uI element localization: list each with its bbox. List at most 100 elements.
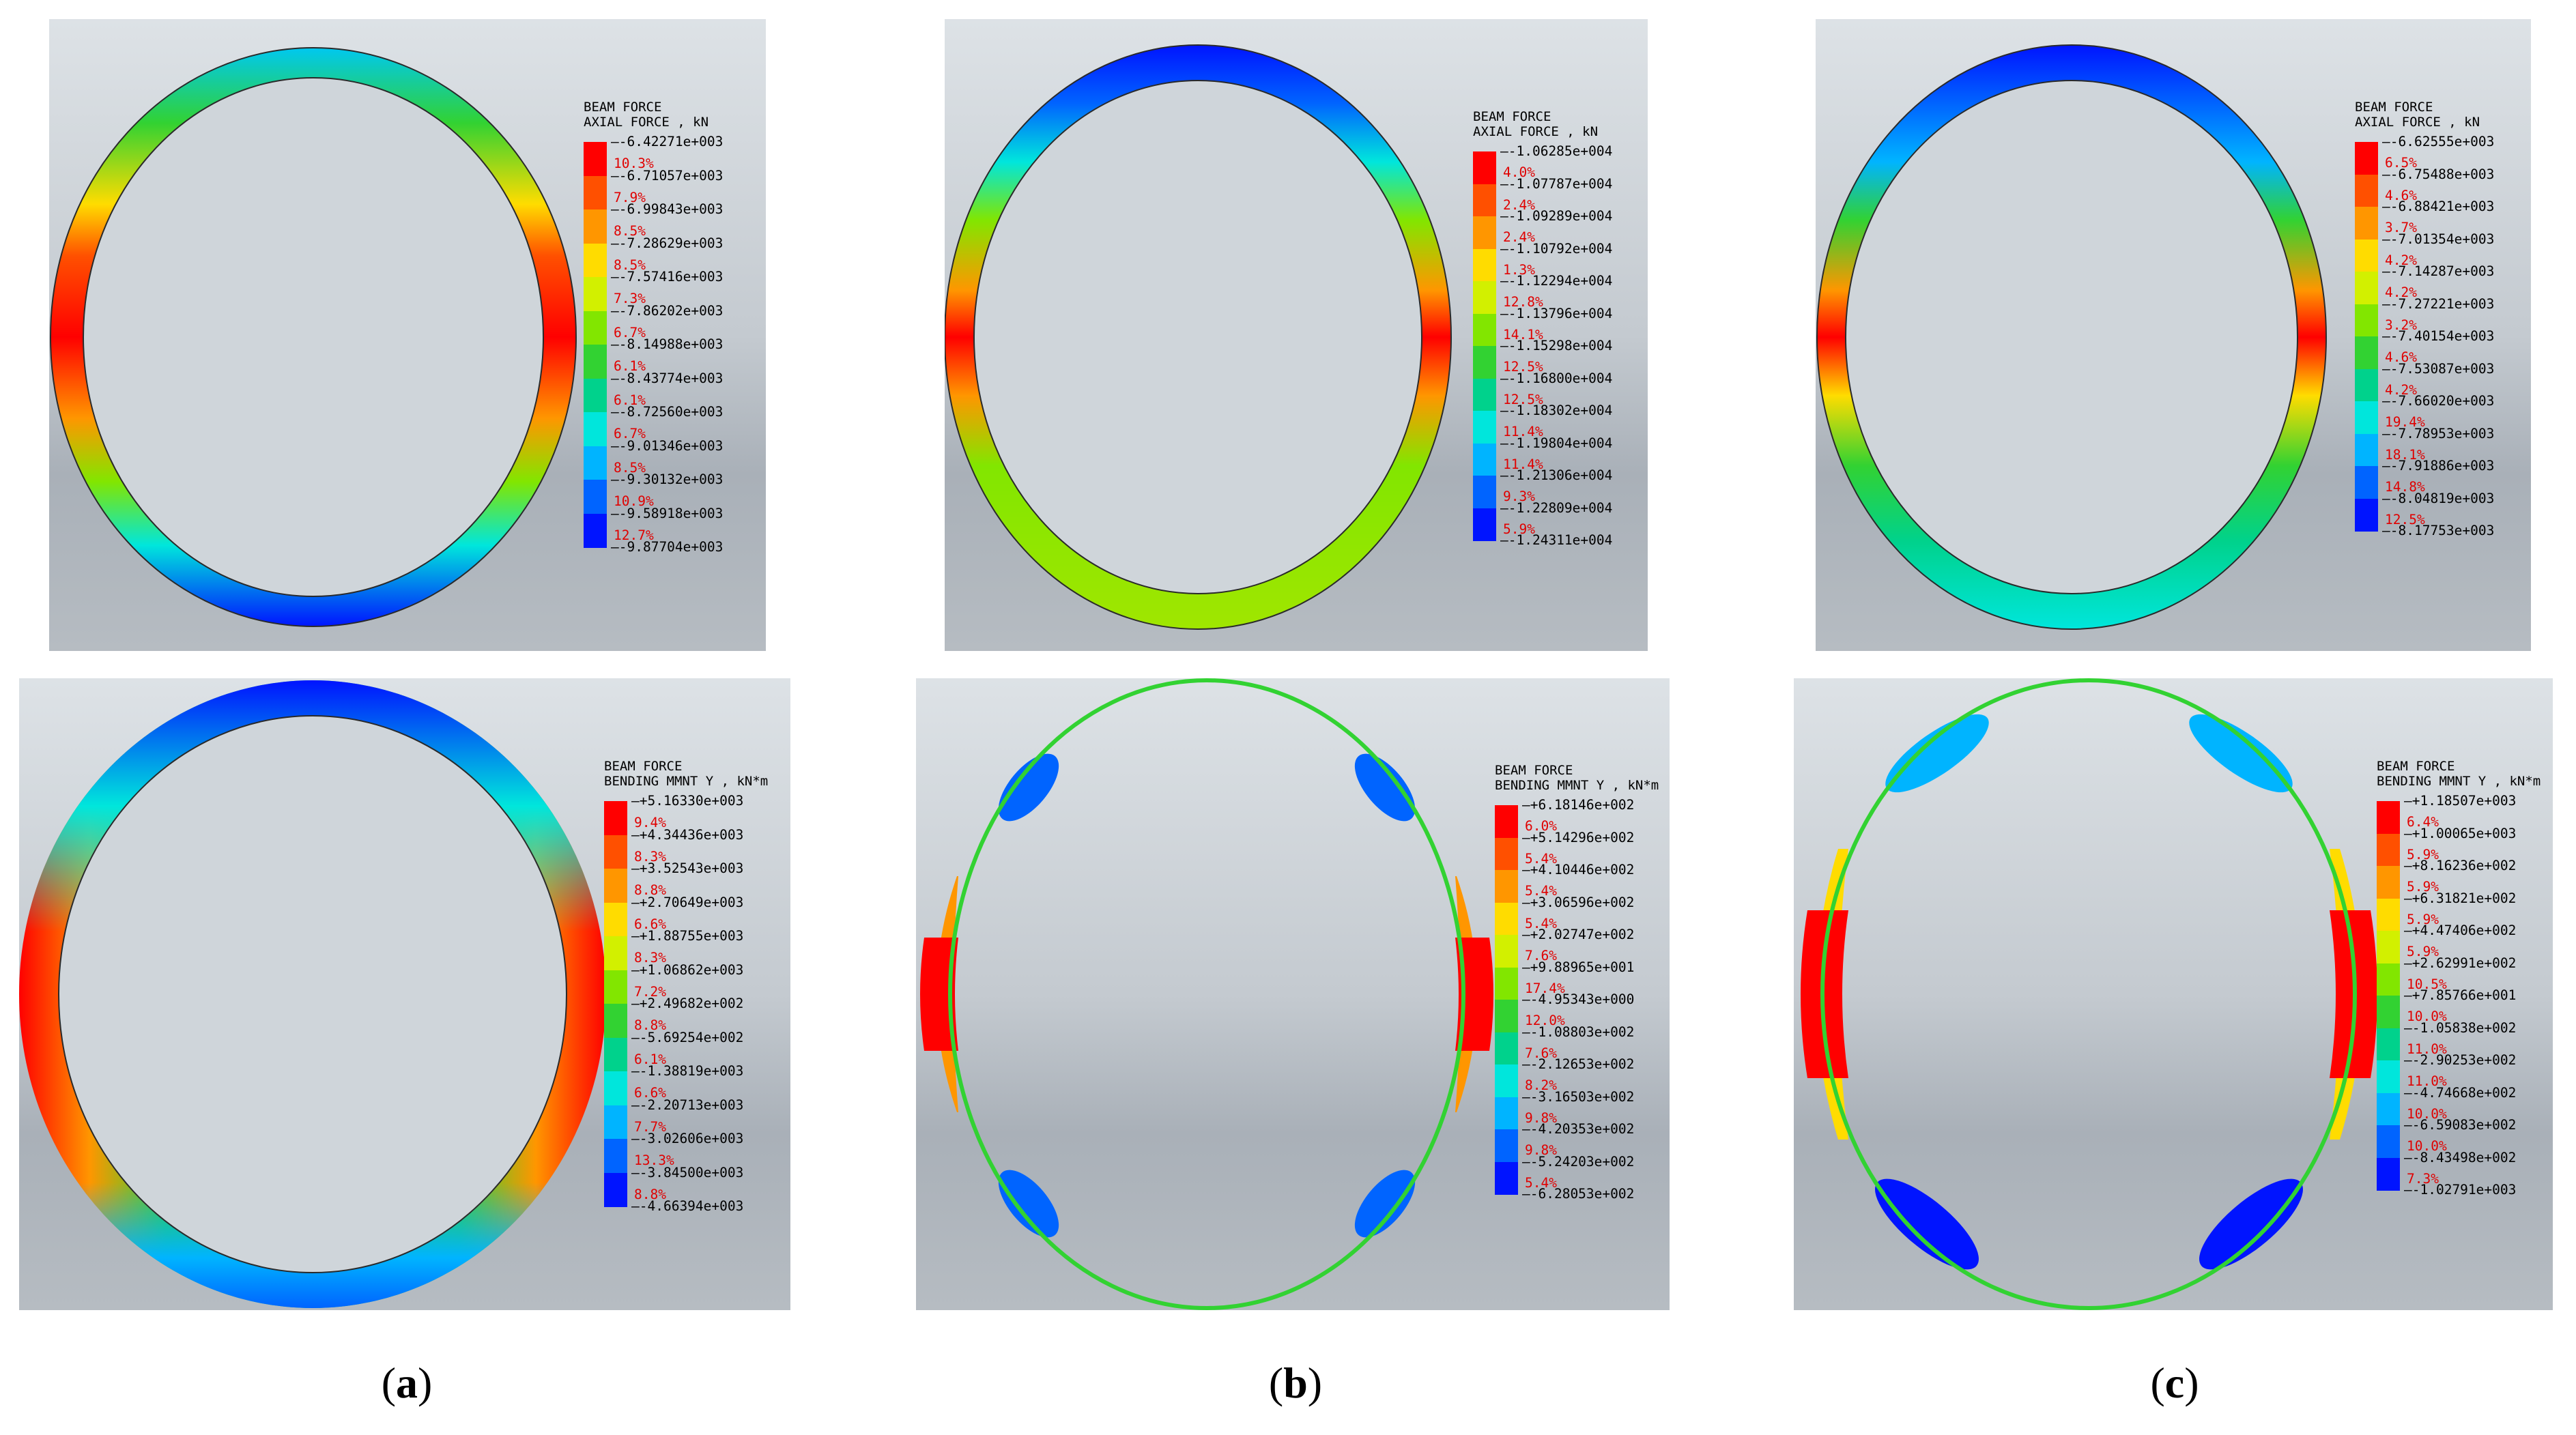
legend-percentage: 6.7% xyxy=(614,324,646,340)
legend-percentage: 5.4% xyxy=(1525,850,1557,867)
legend-tick-label: —+5.16330e+003 xyxy=(631,793,744,809)
legend-percentage: 6.0% xyxy=(1525,818,1557,835)
legend-tick-label: —-4.95343e+000 xyxy=(1522,991,1635,1007)
legend-percentage: 4.2% xyxy=(2385,381,2417,398)
legend-percentage: 6.6% xyxy=(634,916,666,932)
legend-color-band xyxy=(2377,963,2400,996)
legend-percentage: 2.4% xyxy=(1503,229,1535,246)
legend-tick-label: —-2.20713e+003 xyxy=(631,1097,744,1113)
legend-tick-label: —-6.59083e+002 xyxy=(2404,1117,2517,1133)
legend-color-band xyxy=(1495,1064,1518,1097)
legend-color-band xyxy=(1473,378,1496,411)
legend-title-line1: BEAM FORCE xyxy=(604,759,683,774)
legend-color-band xyxy=(584,412,607,446)
legend-color-band xyxy=(584,446,607,480)
lining-ring-axial-b xyxy=(945,44,1452,630)
legend-tick-label: —-1.22809e+004 xyxy=(1500,499,1613,516)
legend-color-band xyxy=(2377,931,2400,963)
legend-color-band xyxy=(584,277,607,311)
legend-tick-label: —+3.52543e+003 xyxy=(631,860,744,876)
legend-tick-label: —-7.53087e+003 xyxy=(2382,360,2495,377)
legend-tick-label: —-6.71057e+003 xyxy=(611,167,724,184)
legend-percentage: 6.1% xyxy=(614,358,646,375)
legend-percentage: 10.0% xyxy=(2407,1009,2447,1025)
legend-percentage: 7.6% xyxy=(1525,948,1557,964)
legend-color-band xyxy=(584,513,607,548)
legend-percentage: 4.2% xyxy=(2385,285,2417,301)
legend-title-line1: BEAM FORCE xyxy=(1473,109,1551,124)
legend-percentage: 9.3% xyxy=(1503,489,1535,505)
legend-tick-label: —-1.38819e+003 xyxy=(631,1063,744,1079)
legend-color-band xyxy=(1495,1129,1518,1162)
legend-tick-label: —-9.58918e+003 xyxy=(611,505,724,521)
legend-tick-label: —+1.18507e+003 xyxy=(2404,793,2517,809)
legend-percentage: 2.4% xyxy=(1503,197,1535,213)
legend-tick-label: —-8.14988e+003 xyxy=(611,336,724,352)
legend-tick-label: —+4.10446e+002 xyxy=(1522,862,1635,878)
legend-color-band xyxy=(584,209,607,244)
legend-color-band xyxy=(1473,248,1496,282)
legend-color-band xyxy=(1495,935,1518,968)
legend-percentage: 17.4% xyxy=(1525,980,1565,996)
legend-tick-label: —-1.05838e+002 xyxy=(2404,1019,2517,1036)
legend-color-band xyxy=(2355,142,2378,175)
legend-percentage: 5.9% xyxy=(2407,944,2439,960)
legend-color-band xyxy=(2377,1157,2400,1191)
legend-percentage: 3.2% xyxy=(2385,317,2417,333)
legend-tick-label: —-5.69254e+002 xyxy=(631,1029,744,1045)
legend-percentage: 8.2% xyxy=(1525,1077,1557,1094)
legend-tick-label: —-1.15298e+004 xyxy=(1500,338,1613,353)
legend-tick-label: —+9.88965e+001 xyxy=(1522,959,1635,975)
panel-c-axial-force xyxy=(1816,19,2531,651)
legend-percentage: 11.0% xyxy=(2407,1073,2447,1090)
legend-color-band xyxy=(604,801,627,835)
legend-color-band xyxy=(2355,336,2378,369)
legend-color-band xyxy=(1473,411,1496,444)
legend-tick-label: —-1.09289e+004 xyxy=(1500,208,1613,224)
caption-b: (b) xyxy=(1268,1359,1323,1407)
legend-tick-label: —-1.21306e+004 xyxy=(1500,467,1613,483)
legend-tick-label: —+2.02747e+002 xyxy=(1522,927,1635,942)
legend-tick-label: —+6.18146e+002 xyxy=(1522,797,1635,813)
legend-tick-label: —+4.47406e+002 xyxy=(2404,923,2517,938)
legend-tick-label: —-8.04819e+003 xyxy=(2382,490,2495,506)
legend-tick-label: —-7.40154e+003 xyxy=(2382,328,2495,344)
legend-percentage: 8.5% xyxy=(614,257,646,273)
legend-c-bending-moment: BEAM FORCE BENDING MMNT Y , kN*m 6.4% 5.9% 5… xyxy=(2377,759,2541,1197)
legend-percentage: 6.6% xyxy=(634,1085,666,1101)
legend-percentage: 8.3% xyxy=(634,950,666,966)
lining-ring-moment-b xyxy=(920,678,1493,1310)
legend-percentage: 11.4% xyxy=(1503,456,1543,472)
legend-tick-label: —-8.72560e+003 xyxy=(611,404,724,420)
panel-b-axial-force xyxy=(945,19,1648,651)
legend-color-band xyxy=(2377,996,2400,1028)
legend-percentage: 13.3% xyxy=(634,1153,674,1169)
legend-color-band xyxy=(1495,1097,1518,1130)
legend-percentage: 4.2% xyxy=(2385,252,2417,268)
legend-tick-label: —-7.27221e+003 xyxy=(2382,295,2495,312)
legend-percentage: 3.7% xyxy=(2385,220,2417,236)
legend-tick-label: —-6.42271e+003 xyxy=(611,134,724,149)
legend-color-band xyxy=(584,310,607,345)
legend-title-line2: AXIAL FORCE , kN xyxy=(584,115,709,130)
legend-tick-label: —-5.24203e+002 xyxy=(1522,1153,1635,1170)
legend-percentage: 12.5% xyxy=(1503,391,1543,407)
legend-color-band xyxy=(1495,870,1518,903)
legend-percentage: 9.8% xyxy=(1525,1110,1557,1126)
panel-c-bending-moment xyxy=(1794,678,2553,1310)
legend-percentage: 12.5% xyxy=(2385,511,2425,527)
legend-tick-label: —-1.16800e+004 xyxy=(1500,370,1613,386)
legend-tick-label: —-4.20353e+002 xyxy=(1522,1121,1635,1137)
legend-color-band xyxy=(604,869,627,903)
legend-percentage: 5.4% xyxy=(1525,1174,1557,1191)
legend-tick-label: —-6.62555e+003 xyxy=(2382,134,2495,149)
legend-percentage: 5.9% xyxy=(2407,846,2439,863)
legend-b-bending-moment: BEAM FORCE BENDING MMNT Y , kN*m 6.0% 5.4% 5… xyxy=(1495,763,1659,1201)
legend-title-line2: AXIAL FORCE , kN xyxy=(1473,124,1599,139)
legend-color-band xyxy=(584,175,607,210)
legend-tick-label: —-1.10792e+004 xyxy=(1500,240,1613,257)
legend-tick-label: —-3.02606e+003 xyxy=(631,1131,744,1146)
legend-tick-label: —+1.06862e+003 xyxy=(631,961,744,978)
legend-tick-label: —-1.19804e+004 xyxy=(1500,435,1613,451)
legend-percentage: 10.0% xyxy=(2407,1138,2447,1155)
